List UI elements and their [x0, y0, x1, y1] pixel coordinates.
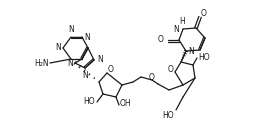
Text: N: N	[67, 59, 73, 68]
Text: N: N	[97, 55, 103, 65]
Text: N: N	[68, 25, 74, 34]
Text: H: H	[179, 18, 185, 26]
Text: N: N	[82, 71, 88, 80]
Text: O: O	[201, 9, 207, 18]
Text: HO: HO	[198, 53, 209, 63]
Text: HO: HO	[83, 97, 95, 105]
Text: HO: HO	[162, 111, 174, 119]
Text: N: N	[188, 47, 194, 55]
Text: H₂N: H₂N	[34, 59, 49, 68]
Text: O: O	[108, 65, 114, 74]
Text: O: O	[149, 72, 155, 82]
Text: N: N	[84, 32, 90, 41]
Text: O: O	[168, 65, 174, 74]
Text: N: N	[55, 43, 61, 53]
Text: OH: OH	[120, 99, 132, 107]
Text: O: O	[157, 36, 163, 45]
Text: N: N	[173, 24, 179, 34]
